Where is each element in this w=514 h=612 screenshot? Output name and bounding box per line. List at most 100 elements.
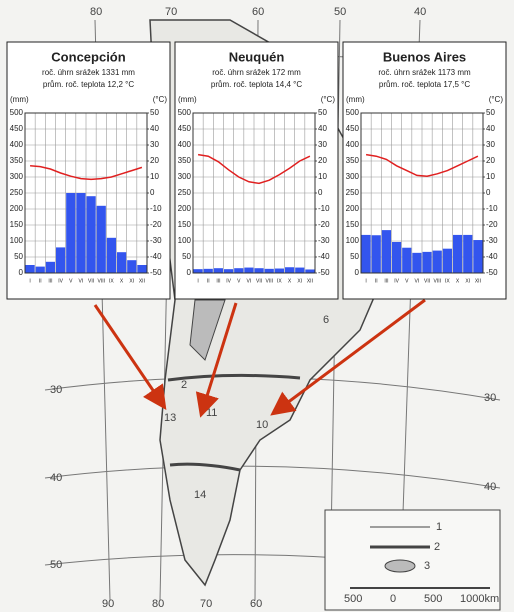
chart-title: Neuquén (229, 49, 285, 64)
y-tick-label: 450 (178, 124, 192, 133)
region-label: 13 (164, 412, 176, 424)
y-tick-label: 300 (346, 172, 360, 181)
x-tick-label: X (456, 278, 460, 284)
region-label: 2 (181, 379, 187, 391)
y2-tick-label: -50 (150, 268, 162, 277)
bar (361, 234, 371, 273)
y2-axis-label: (°C) (321, 95, 336, 104)
y-tick-label: 450 (346, 124, 360, 133)
scale-label: 0 (390, 593, 396, 605)
latitude-label: 30 (50, 384, 62, 396)
x-tick-label: V (69, 278, 73, 284)
region-label: 6 (323, 314, 329, 326)
hatched-region (189, 299, 226, 361)
bar (193, 269, 203, 273)
region-label: 10 (256, 419, 268, 431)
y-tick-label: 50 (350, 252, 359, 261)
x-tick-label: II (39, 278, 42, 284)
line (197, 153, 311, 185)
x-tick-label: II (375, 278, 378, 284)
chart-subtitle: roč. úhrn srážek 1173 mm (378, 68, 471, 77)
bar (117, 252, 127, 273)
y2-tick-label: -20 (486, 220, 498, 229)
y2-tick-label: 50 (318, 108, 327, 117)
y-tick-label: 250 (346, 188, 360, 197)
y2-tick-label: 50 (150, 108, 159, 117)
legend-label: 2 (434, 541, 440, 553)
y2-tick-label: 0 (150, 188, 155, 197)
y2-tick-label: 20 (318, 156, 327, 165)
bar (412, 252, 422, 273)
region-label: 11 (206, 407, 217, 419)
region-label: 14 (194, 489, 206, 501)
x-tick-label: XII (475, 278, 481, 284)
x-tick-label: VI (79, 278, 84, 284)
x-tick-label: XII (139, 278, 145, 284)
x-tick-label: IX (445, 278, 450, 284)
chart-title: Buenos Aires (383, 49, 466, 64)
legend-label: 1 (436, 521, 442, 533)
bar (66, 193, 76, 273)
latitude-label: 30 (484, 392, 496, 404)
bar (305, 269, 315, 273)
y2-tick-label: 10 (486, 172, 495, 181)
bar (463, 234, 473, 273)
climate-chart: Buenos Aires roč. úhrn srážek 1173 mm prům… (342, 41, 507, 300)
y-tick-label: 150 (346, 220, 360, 229)
longitude-label: 70 (200, 598, 212, 610)
y-tick-label: 400 (346, 140, 360, 149)
y2-axis-label: (°C) (153, 95, 168, 104)
x-tick-label: V (405, 278, 409, 284)
longitude-label: 80 (152, 598, 164, 610)
bar (295, 267, 305, 273)
longitude-label: 90 (102, 598, 114, 610)
plot-frame (24, 112, 148, 274)
bar (285, 267, 295, 273)
x-tick-label: XII (307, 278, 313, 284)
x-tick-label: III (384, 278, 388, 284)
x-tick-label: VII (256, 278, 262, 284)
x-tick-label: VI (415, 278, 420, 284)
y-tick-label: 100 (178, 236, 192, 245)
y2-tick-label: 40 (486, 124, 495, 133)
y2-tick-label: -20 (150, 220, 162, 229)
bar (76, 193, 86, 273)
y2-tick-label: -30 (486, 236, 498, 245)
y2-tick-label: -10 (318, 204, 330, 213)
x-tick-label: XI (129, 278, 134, 284)
y-tick-label: 0 (187, 268, 192, 277)
latitude-label: 40 (50, 472, 62, 484)
bar (45, 261, 55, 273)
bar (244, 267, 254, 273)
y2-tick-label: 10 (150, 172, 159, 181)
x-tick-label: X (120, 278, 124, 284)
plot-frame (192, 112, 316, 274)
bar (137, 265, 147, 273)
chart-title: Concepción (51, 49, 125, 64)
bar (86, 196, 96, 273)
y-tick-label: 300 (10, 172, 24, 181)
scale-label: 500 (344, 593, 362, 605)
chart-subtitle: roč. úhrn srážek 1331 mm (42, 68, 135, 77)
y-tick-label: 200 (346, 204, 360, 213)
y2-tick-label: 30 (318, 140, 327, 149)
x-tick-label: III (48, 278, 52, 284)
x-tick-label: VII (88, 278, 94, 284)
bar (203, 268, 213, 273)
y-tick-label: 0 (355, 268, 360, 277)
bar (96, 205, 106, 273)
latitude-label: 40 (484, 481, 496, 493)
y-tick-label: 150 (10, 220, 24, 229)
y-tick-label: 250 (10, 188, 24, 197)
bar (381, 230, 391, 273)
y2-tick-label: -50 (318, 268, 330, 277)
x-tick-label: X (288, 278, 292, 284)
y2-tick-label: -40 (318, 252, 330, 261)
legend-label: 3 (424, 560, 430, 572)
x-tick-label: I (29, 278, 30, 284)
scale-label: 1000km (460, 593, 499, 605)
bar (56, 247, 66, 273)
y2-tick-label: 40 (150, 124, 159, 133)
y2-tick-label: 40 (318, 124, 327, 133)
x-tick-label: I (197, 278, 198, 284)
